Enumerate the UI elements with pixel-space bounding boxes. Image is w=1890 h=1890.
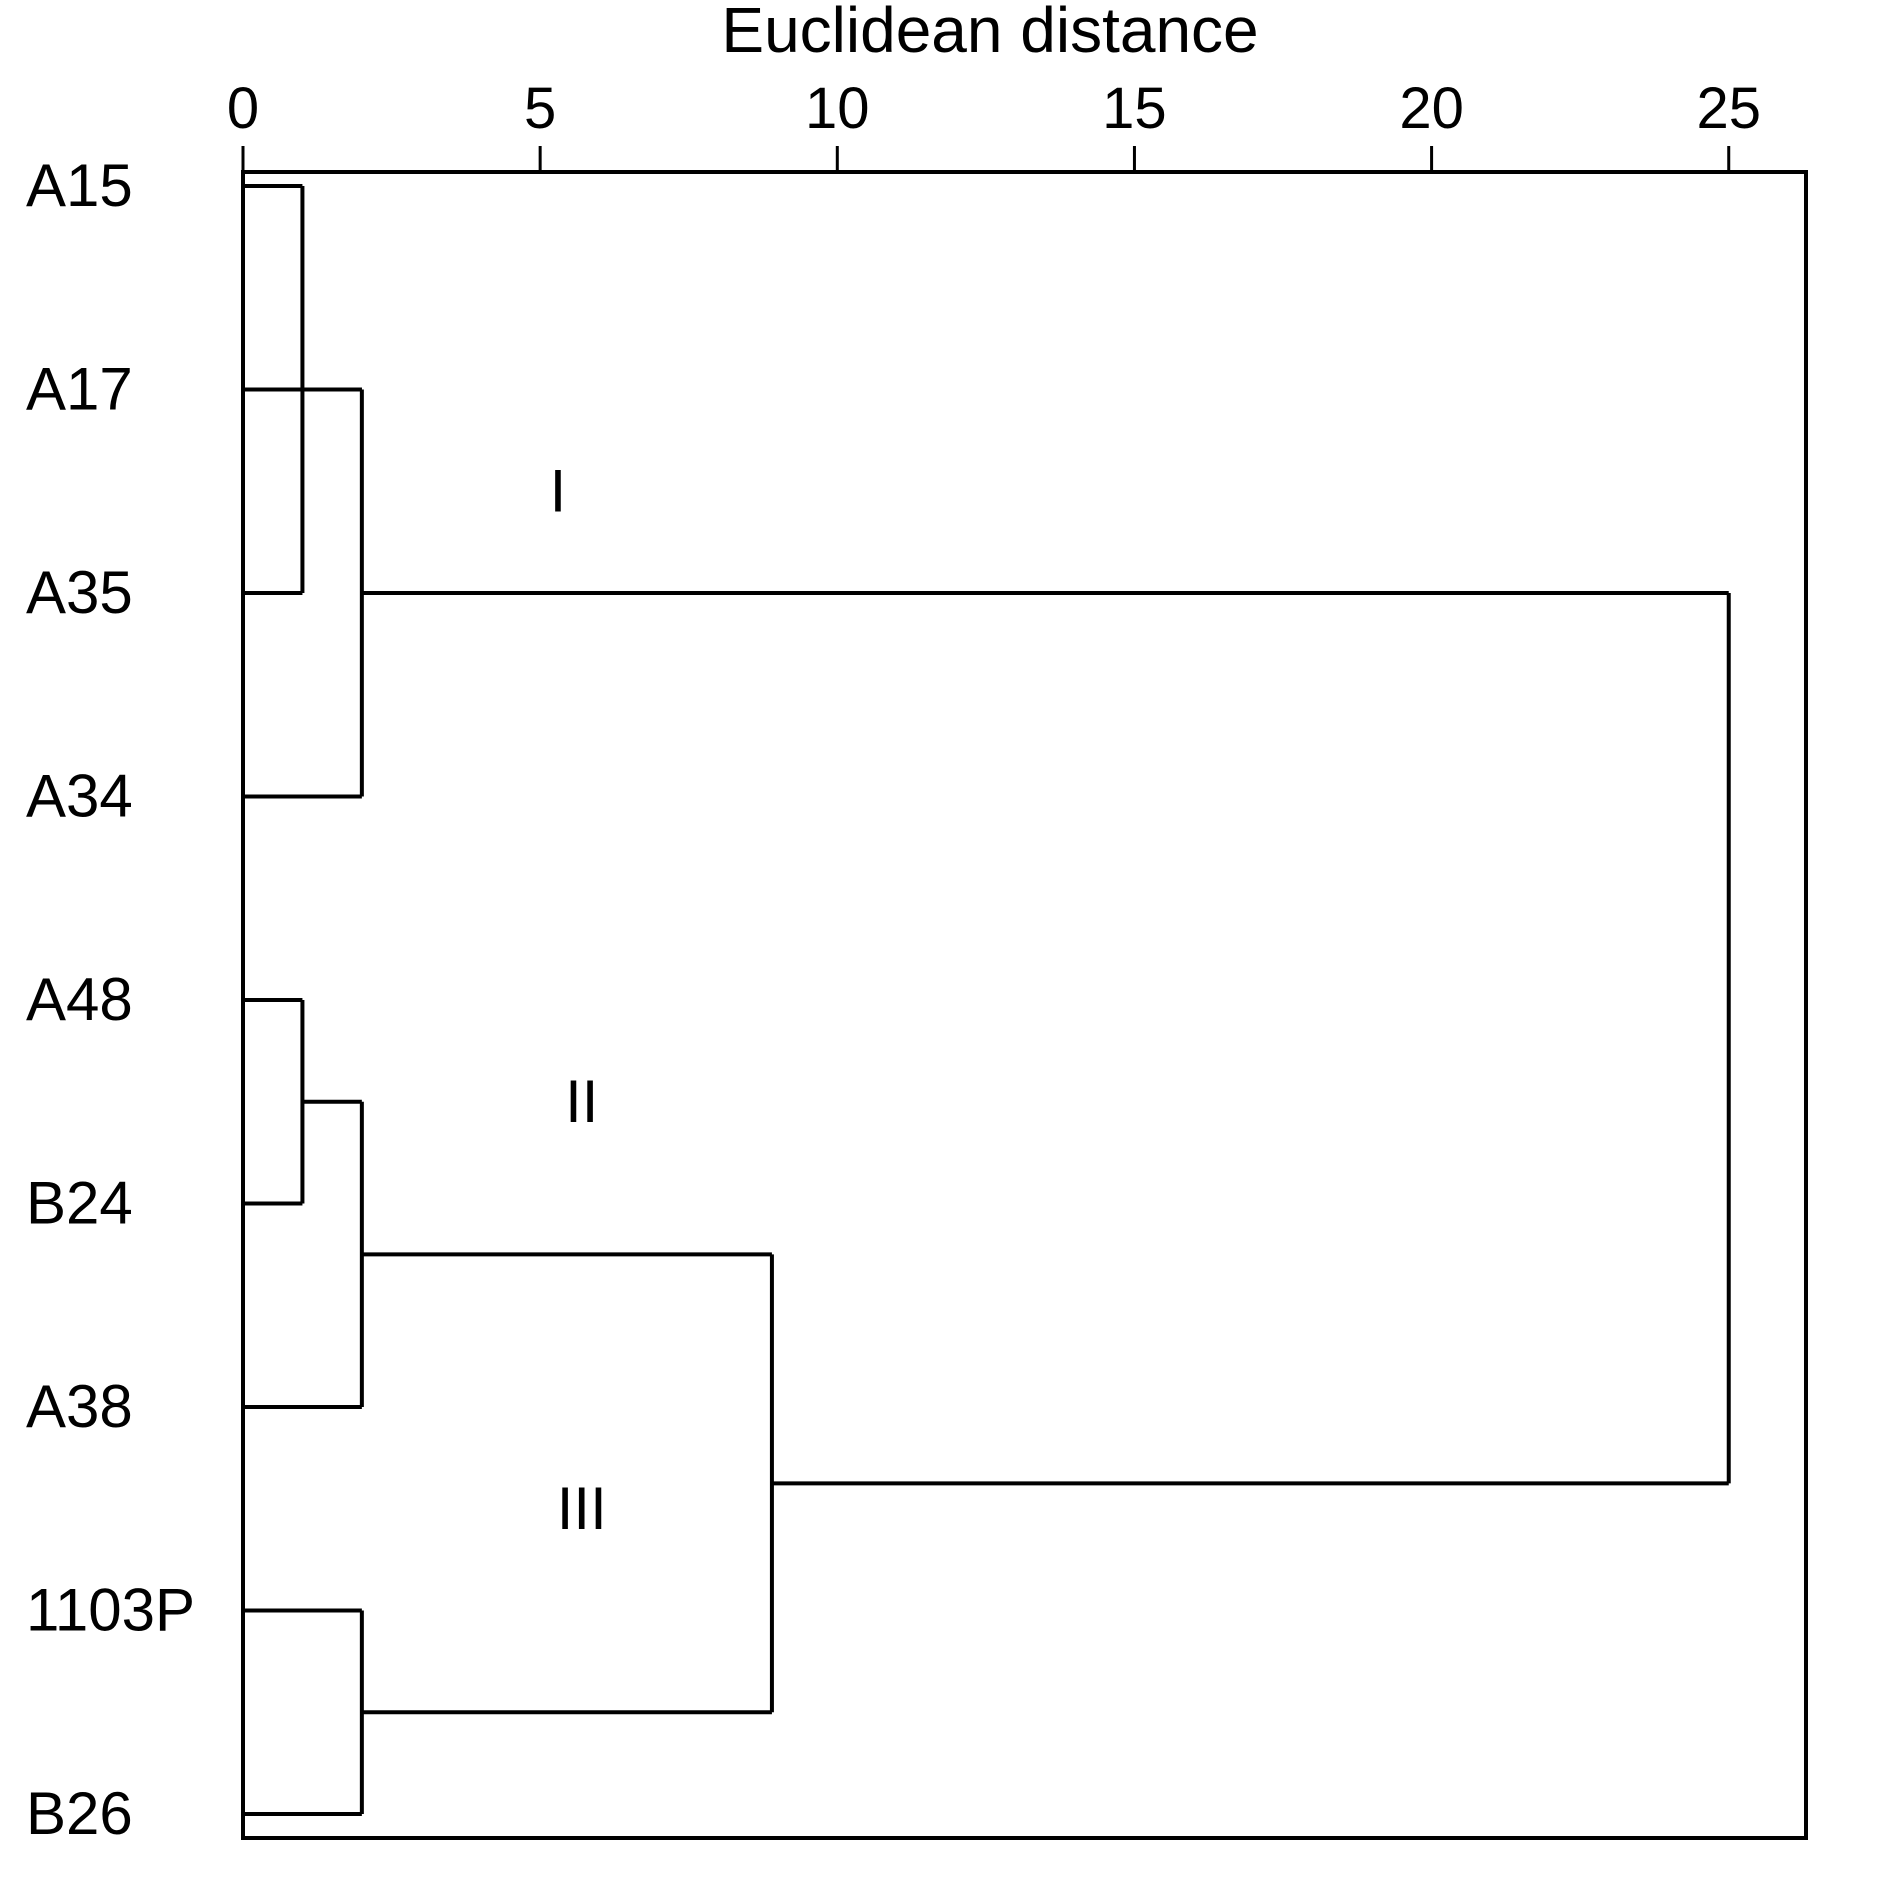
x-tick-label-10: 10 (805, 76, 870, 141)
leaf-label-A48: A48 (26, 966, 133, 1033)
x-tick-label-5: 5 (524, 76, 556, 141)
x-tick-label-25: 25 (1696, 76, 1761, 141)
leaf-label-A35: A35 (26, 559, 133, 626)
leaf-label-A34: A34 (26, 763, 133, 830)
x-tick-label-0: 0 (227, 76, 259, 141)
leaf-label-A17: A17 (26, 356, 133, 423)
cluster-label-III: III (557, 1475, 607, 1542)
leaf-label-1103P: 1103P (26, 1577, 195, 1644)
x-tick-label-15: 15 (1102, 76, 1167, 141)
leaf-label-B26: B26 (26, 1780, 133, 1847)
cluster-label-I: I (550, 457, 567, 524)
leaf-label-A38: A38 (26, 1373, 133, 1440)
dendrogram-branches (243, 184, 1731, 1816)
plot-frame (241, 170, 1808, 1840)
cluster-label-II: II (565, 1068, 598, 1135)
x-axis-ticks: 0 5 10 15 20 25 (227, 76, 1761, 172)
leaf-label-B24: B24 (26, 1170, 133, 1237)
leaf-label-A15: A15 (26, 152, 133, 219)
x-axis-title: Euclidean distance (721, 0, 1258, 66)
leaf-labels: A15 A17 A35 A34 A48 B24 A38 1103P B26 (26, 152, 195, 1847)
x-tick-label-20: 20 (1399, 76, 1464, 141)
